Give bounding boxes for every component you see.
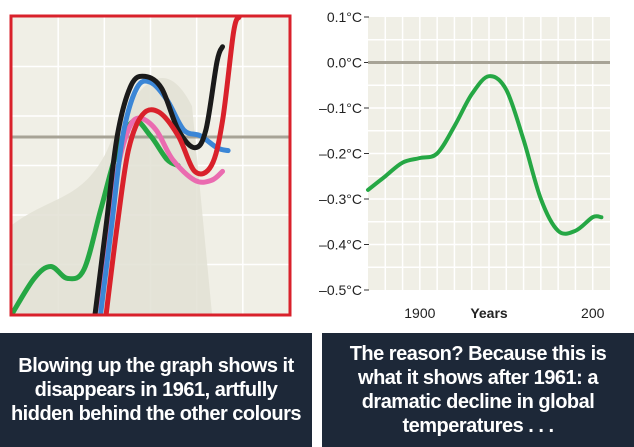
left-series-black: [92, 44, 225, 314]
right-x-tick-label: 200: [581, 305, 605, 321]
caption-left: Blowing up the graph shows it disappears…: [0, 333, 312, 447]
right-y-tick-label: –0.5°C: [319, 282, 362, 298]
right-chart: 0.1°C 0.0°C –0.1°C –0.2°C –0.3°C –0.4°C –0.5°C…: [310, 0, 634, 333]
right-y-tick-label: 0.1°C: [327, 9, 362, 25]
caption-right: The reason? Because this is what it show…: [322, 333, 634, 447]
left-series-red: [103, 17, 242, 314]
left-series-blue: [98, 78, 231, 314]
right-chart-svg: 0.1°C 0.0°C –0.1°C –0.2°C –0.3°C –0.4°C –0.5°C…: [319, 9, 610, 321]
right-y-tick-label: –0.4°C: [319, 237, 362, 253]
left-chart: [0, 0, 300, 333]
right-y-tick-label: –0.3°C: [319, 191, 362, 207]
caption-divider: [312, 333, 322, 447]
right-x-tick-label: 1900: [404, 305, 435, 321]
right-y-tick-label: –0.1°C: [319, 100, 362, 116]
right-y-tick-label: 0.0°C: [327, 55, 362, 71]
right-x-axis-label: Years: [470, 305, 508, 321]
left-series-green: [12, 118, 181, 314]
right-y-tick-label: –0.2°C: [319, 146, 362, 162]
right-series-green: [366, 74, 604, 236]
left-red-frame: [9, 14, 292, 317]
left-chart-svg: [0, 0, 300, 333]
